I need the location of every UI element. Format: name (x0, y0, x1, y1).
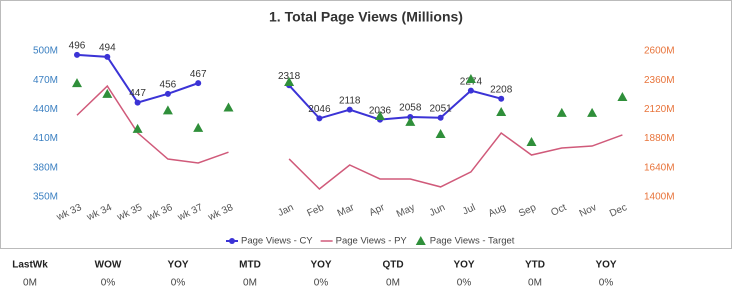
data-label: 496 (69, 41, 86, 52)
y-tick-label: 410M (33, 133, 58, 144)
x-tick-label: Feb (306, 202, 327, 219)
kpi-value: 0% (599, 278, 614, 289)
target-marker (162, 105, 173, 115)
data-label: 447 (129, 88, 146, 99)
cy-marker (498, 95, 505, 102)
target-marker (72, 78, 82, 88)
target-marker (435, 128, 446, 138)
y-tick-label: 470M (33, 75, 58, 86)
x-tick-label: Jul (461, 202, 477, 217)
x-tick-label: May (395, 202, 417, 220)
y2-tick-label: 2600M (644, 46, 675, 57)
cy-marker (437, 114, 444, 121)
data-label: 2051 (429, 103, 452, 114)
data-label: 2118 (339, 95, 361, 106)
x-tick-label: Oct (549, 202, 568, 219)
kpi-value: 0% (457, 278, 472, 289)
y2-tick-label: 2360M (644, 75, 675, 86)
chart-title: 1. Total Page Views (Millions) (269, 9, 463, 25)
kpi-label: MTD (239, 260, 261, 271)
y-tick-label: 380M (33, 162, 58, 173)
kpi-label: LastWk (12, 260, 48, 271)
cy-line (288, 84, 502, 121)
legend-swatch (415, 236, 426, 245)
cy-marker (134, 99, 141, 106)
x-tick-label: wk 37 (175, 202, 205, 224)
data-label: 2046 (308, 104, 331, 115)
legend-label: Page Views - Target (430, 236, 515, 247)
x-tick-label: wk 36 (145, 202, 175, 224)
x-tick-label: Jun (428, 202, 447, 219)
data-label: 2058 (399, 103, 422, 114)
target-marker (405, 116, 416, 126)
data-label: 2036 (369, 105, 392, 116)
y2-tick-label: 1640M (644, 162, 675, 173)
data-label: 456 (160, 79, 177, 90)
cy-marker (346, 106, 353, 113)
legend-label: Page Views - CY (241, 236, 313, 247)
data-label: 467 (190, 69, 207, 80)
target-marker (496, 106, 507, 116)
target-marker (587, 107, 598, 117)
x-tick-label: wk 38 (206, 202, 236, 224)
py-line (288, 131, 623, 190)
x-tick-label: Nov (578, 202, 599, 219)
x-tick-label: Sep (517, 202, 538, 220)
x-tick-label: wk 33 (54, 202, 84, 224)
kpi-label: YTD (525, 260, 545, 271)
x-tick-label: Dec (608, 202, 629, 219)
kpi-value: 0% (314, 278, 329, 289)
target-marker (556, 107, 567, 117)
y-tick-label: 440M (33, 104, 58, 115)
kpi-label: QTD (382, 260, 403, 271)
py-line (76, 84, 229, 164)
y2-tick-label: 1400M (644, 192, 675, 203)
target-marker (102, 88, 113, 98)
cy-marker (104, 53, 111, 60)
target-marker (375, 110, 385, 120)
target-marker (465, 73, 476, 83)
data-label: 2208 (490, 84, 513, 95)
kpi-value: 0M (386, 278, 400, 289)
x-tick-label: Aug (487, 202, 508, 219)
y2-tick-label: 2120M (644, 104, 675, 115)
target-marker (284, 77, 295, 87)
cy-marker (316, 115, 323, 122)
legend-label: Page Views - PY (336, 236, 408, 247)
x-tick-label: Mar (336, 202, 357, 220)
x-tick-label: Jan (276, 202, 295, 219)
data-label: 2318 (278, 71, 301, 82)
legend-swatch (229, 238, 235, 244)
cy-marker (164, 90, 171, 97)
kpi-label: YOY (453, 260, 474, 271)
data-label: 494 (99, 42, 116, 53)
kpi-label: WOW (95, 260, 122, 271)
cy-marker (195, 80, 202, 87)
target-marker (193, 122, 204, 132)
target-marker (223, 102, 234, 112)
target-marker (132, 123, 143, 133)
kpi-label: YOY (595, 260, 616, 271)
kpi-value: 0% (171, 278, 186, 289)
y-tick-label: 350M (33, 192, 58, 203)
target-marker (617, 91, 628, 101)
kpi-value: 0M (243, 278, 257, 289)
kpi-value: 0M (23, 278, 37, 289)
x-tick-label: wk 34 (84, 202, 114, 224)
cy-marker (467, 87, 474, 94)
y2-tick-label: 1880M (644, 133, 675, 144)
kpi-value: 0% (101, 278, 116, 289)
kpi-label: YOY (167, 260, 188, 271)
cy-marker (74, 51, 80, 58)
kpi-value: 0M (528, 278, 542, 289)
kpi-label: YOY (310, 260, 331, 271)
x-tick-label: wk 35 (115, 202, 145, 224)
target-marker (526, 137, 537, 147)
x-tick-label: Apr (368, 202, 387, 219)
y-tick-label: 500M (33, 46, 58, 57)
